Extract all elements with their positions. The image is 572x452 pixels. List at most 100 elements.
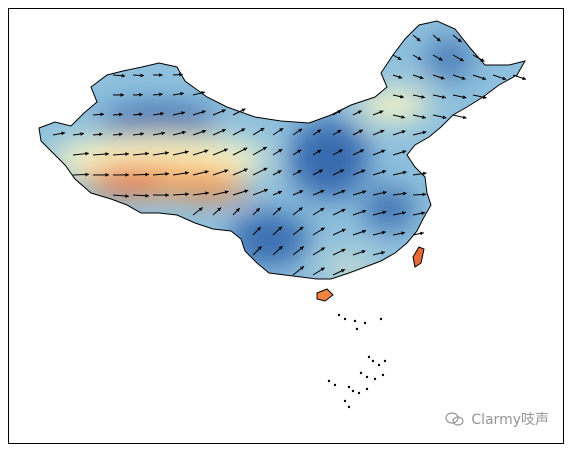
wind-arrow-head xyxy=(85,151,89,156)
wind-arrow-head xyxy=(436,37,441,42)
wind-arrow-head xyxy=(358,129,363,134)
wind-arrow-head xyxy=(204,149,209,154)
wind-arrow-head xyxy=(422,115,426,120)
wind-arrow-head xyxy=(341,189,346,194)
hainan-island xyxy=(316,288,334,302)
wind-arrow-head xyxy=(462,95,467,100)
wind-arrow-head xyxy=(262,146,267,151)
wind-arrow-head xyxy=(320,267,325,272)
island-dot xyxy=(379,317,383,321)
wind-arrow-head xyxy=(422,130,427,135)
wind-arrow-head xyxy=(357,110,362,114)
wind-arrow-head xyxy=(205,191,209,196)
wind-arrow-head xyxy=(522,76,527,81)
wind-arrow-head xyxy=(298,207,303,212)
wind-arrow-head xyxy=(299,246,304,251)
island-dot xyxy=(355,327,359,331)
wind-arrow-head xyxy=(362,190,367,194)
wind-arrow-head xyxy=(278,245,283,250)
wind-arrow-head xyxy=(340,169,345,173)
wind-arrow-head xyxy=(139,92,143,97)
wind-arrow-head xyxy=(263,167,268,172)
wind-arrow-head xyxy=(181,130,186,135)
wind-arrow-head xyxy=(202,129,207,134)
wind-arrow-head xyxy=(241,128,246,132)
wind-arrow-head xyxy=(417,56,422,60)
wind-arrow-head xyxy=(340,269,345,273)
wind-arrow-head xyxy=(204,170,209,174)
wind-arrow-head xyxy=(145,193,149,198)
wind-arrow-head xyxy=(221,129,226,133)
wind-arrow-head xyxy=(341,248,346,253)
island-dot xyxy=(347,385,351,389)
island-dot xyxy=(377,363,381,367)
wind-arrow-head xyxy=(224,169,229,173)
wind-arrow-head xyxy=(279,128,284,132)
wind-arrow-head xyxy=(402,211,406,215)
island-dot xyxy=(347,405,351,409)
wind-arrow-head xyxy=(379,110,384,114)
taiwan-island xyxy=(412,246,425,268)
wind-arrow-head xyxy=(180,91,184,96)
wind-arrow-head xyxy=(185,171,189,175)
wind-arrow-head xyxy=(421,94,426,99)
wind-arrow-head xyxy=(297,170,302,174)
wind-arrow-head xyxy=(161,131,166,136)
wind-arrow-head xyxy=(118,132,123,137)
island-dot xyxy=(365,387,369,391)
wind-arrow-head xyxy=(256,227,261,231)
wind-arrow-head xyxy=(165,171,169,176)
wind-arrow-head xyxy=(244,189,249,194)
wind-arrow-head xyxy=(440,75,445,80)
wind-arrow-head xyxy=(382,190,387,195)
wind-arrow-head xyxy=(100,112,105,117)
island-dot xyxy=(383,359,387,363)
wind-arrow-head xyxy=(402,170,407,175)
wind-arrow-head xyxy=(223,148,228,153)
wind-arrow-head xyxy=(320,227,325,232)
island-dot xyxy=(359,371,363,375)
wind-arrow-head xyxy=(241,108,246,113)
wind-arrow-head xyxy=(165,151,169,155)
island-dot xyxy=(381,373,385,377)
wind-arrow-head xyxy=(382,170,387,174)
wind-arrow-head xyxy=(361,169,366,174)
island-dot xyxy=(327,379,331,383)
wind-arrow-head xyxy=(419,75,424,80)
wind-arrow-head xyxy=(397,56,402,60)
color-field xyxy=(39,21,525,279)
wind-arrow-head xyxy=(438,57,443,61)
wind-arrow-head xyxy=(320,207,325,212)
wind-arrow-head xyxy=(299,226,304,231)
island-dot xyxy=(365,375,369,379)
wind-arrow-head xyxy=(402,150,407,154)
island-dot xyxy=(351,389,355,393)
map-frame: Clarmy吱声 xyxy=(8,8,564,444)
wind-arrow-head xyxy=(382,210,387,215)
wind-arrow-head xyxy=(105,152,109,156)
wind-arrow-head xyxy=(277,190,282,195)
wind-arrow-head xyxy=(398,75,403,79)
wind-arrow-head xyxy=(421,211,425,216)
watermark: Clarmy吱声 xyxy=(445,409,549,429)
wind-arrow-head xyxy=(221,109,226,113)
wind-arrow-head xyxy=(381,149,386,154)
wind-arrow-head xyxy=(125,194,129,198)
wind-arrow-head xyxy=(264,188,268,193)
wind-arrow-head xyxy=(165,193,169,197)
wind-arrow-head xyxy=(297,149,302,154)
wind-arrow-head xyxy=(277,207,282,212)
wind-arrow-head xyxy=(502,76,507,81)
wind-arrow-head xyxy=(317,129,322,134)
wind-arrow-head xyxy=(85,172,89,177)
island-dot xyxy=(373,377,377,381)
wind-arrow-head xyxy=(362,229,367,234)
wind-arrow-head xyxy=(299,190,304,194)
wind-arrow-head xyxy=(381,230,386,235)
watermark-text: Clarmy吱声 xyxy=(471,412,549,428)
wind-arrow-head xyxy=(401,130,406,134)
wind-arrow-head xyxy=(442,95,446,99)
wind-arrow-head xyxy=(243,147,248,152)
wind-arrow-head xyxy=(278,149,283,153)
south-sea-islands xyxy=(327,313,387,409)
